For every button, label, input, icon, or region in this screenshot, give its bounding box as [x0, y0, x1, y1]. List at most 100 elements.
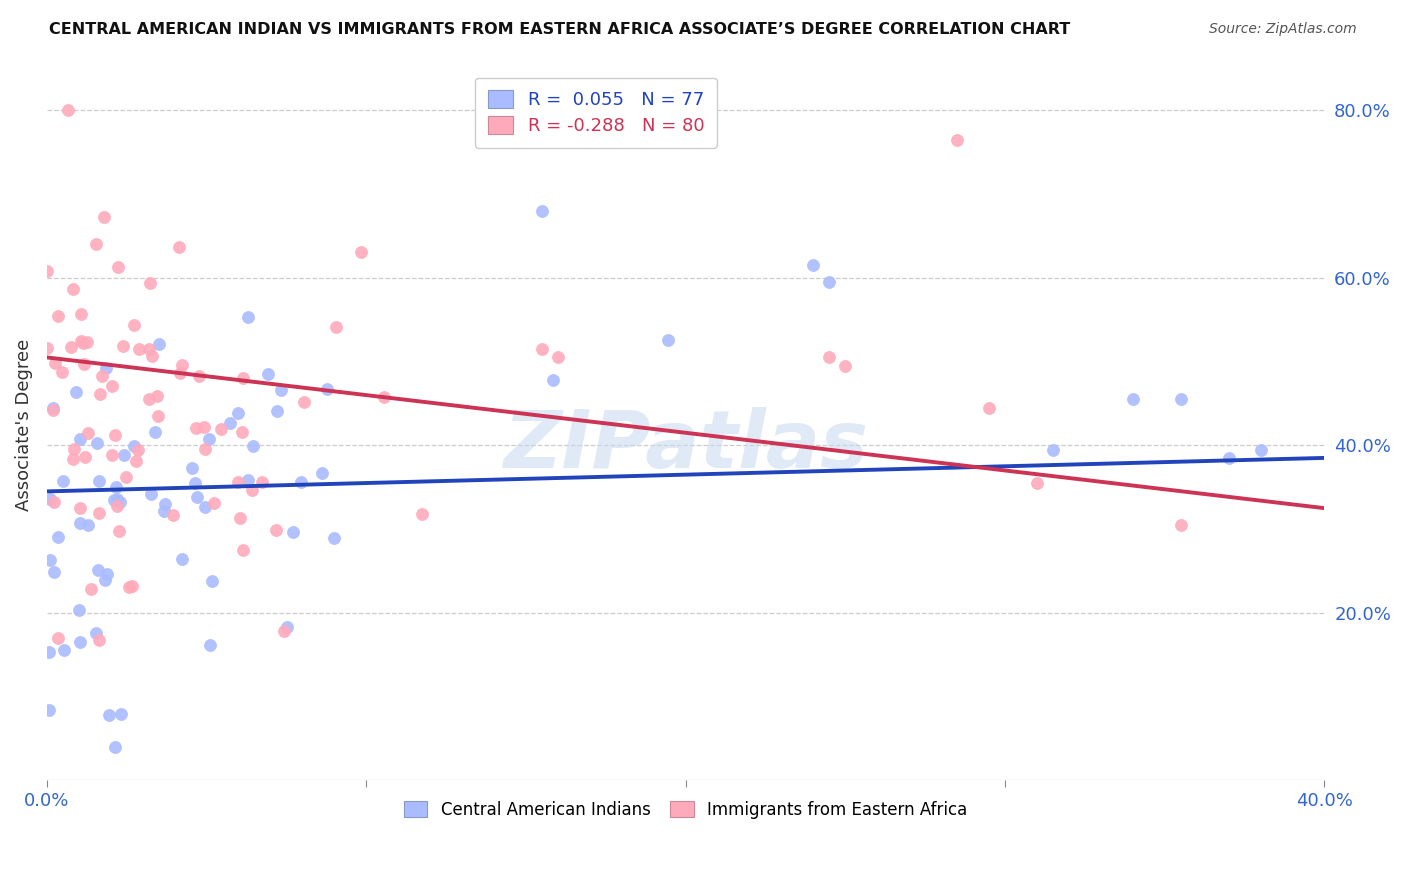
Point [89, 387, 111, 401]
Point [145, 389, 167, 403]
Point [62, 282, 84, 296]
Point [35, 263, 58, 277]
Point [232, 371, 254, 385]
Point [104, 739, 127, 754]
Point [89, 633, 111, 648]
Point [84, 236, 107, 251]
Point [69, 516, 91, 531]
Point [1170, 517, 1192, 532]
Point [97, 708, 120, 723]
Point [62, 452, 84, 467]
Point [228, 405, 250, 419]
Point [41, 403, 63, 417]
Point [139, 277, 162, 291]
Point [977, 401, 1000, 415]
Point [1026, 476, 1049, 491]
Point [94, 573, 117, 587]
Point [270, 383, 292, 397]
Point [818, 351, 841, 365]
Point [834, 359, 856, 373]
Point [311, 466, 333, 480]
Point [219, 416, 242, 430]
Point [77, 426, 100, 441]
Point [107, 524, 129, 538]
Point [187, 369, 209, 384]
Text: CENTRAL AMERICAN INDIAN VS IMMIGRANTS FROM EASTERN AFRICA ASSOCIATE’S DEGREE COR: CENTRAL AMERICAN INDIAN VS IMMIGRANTS FR… [49, 22, 1070, 37]
Point [170, 551, 193, 566]
Point [138, 343, 160, 357]
Point [818, 275, 841, 289]
Point [121, 579, 143, 593]
Point [112, 448, 135, 462]
Point [350, 244, 373, 259]
Point [42, 566, 65, 580]
Point [46, 530, 69, 544]
Point [59, 340, 82, 354]
Point [115, 470, 138, 484]
Point [69, 306, 91, 320]
Point [194, 500, 217, 514]
Point [39, 491, 62, 506]
Point [167, 240, 190, 254]
Point [124, 454, 146, 468]
Point [139, 487, 162, 501]
Point [122, 318, 145, 332]
Point [1250, 442, 1272, 457]
Point [44, 356, 66, 370]
Point [162, 508, 184, 522]
Point [193, 420, 215, 434]
Point [201, 574, 224, 588]
Point [1218, 450, 1240, 465]
Point [229, 511, 252, 525]
Point [226, 475, 249, 490]
Point [52, 643, 75, 657]
Point [105, 480, 128, 494]
Point [322, 531, 344, 545]
Point [118, 580, 141, 594]
Point [46, 309, 69, 323]
Point [146, 409, 169, 423]
Point [281, 525, 304, 540]
Point [73, 358, 96, 372]
Point [242, 439, 264, 453]
Point [170, 359, 193, 373]
Point [87, 563, 110, 577]
Point [89, 507, 111, 521]
Point [65, 384, 87, 399]
Point [91, 369, 114, 384]
Point [657, 333, 679, 347]
Point [122, 439, 145, 453]
Point [42, 401, 65, 415]
Point [276, 619, 298, 633]
Point [155, 497, 177, 511]
Point [315, 382, 337, 396]
Point [38, 644, 60, 658]
Point [1122, 392, 1144, 407]
Point [292, 394, 315, 409]
Point [266, 403, 288, 417]
Point [52, 474, 75, 488]
Point [80, 582, 103, 597]
Point [181, 461, 204, 475]
Point [51, 365, 73, 379]
Point [104, 428, 127, 442]
Point [232, 543, 254, 558]
Point [143, 425, 166, 439]
Point [69, 634, 91, 648]
Point [96, 361, 118, 376]
Point [67, 603, 90, 617]
Point [56, 103, 79, 118]
Point [1170, 392, 1192, 407]
Point [101, 379, 124, 393]
Point [86, 436, 108, 450]
Point [946, 133, 969, 147]
Y-axis label: Associate's Degree: Associate's Degree [15, 338, 32, 510]
Point [76, 334, 98, 349]
Point [77, 517, 100, 532]
Point [111, 338, 134, 352]
Point [325, 320, 347, 334]
Point [547, 351, 569, 365]
Point [169, 366, 191, 380]
Point [209, 422, 232, 436]
Point [541, 373, 564, 387]
